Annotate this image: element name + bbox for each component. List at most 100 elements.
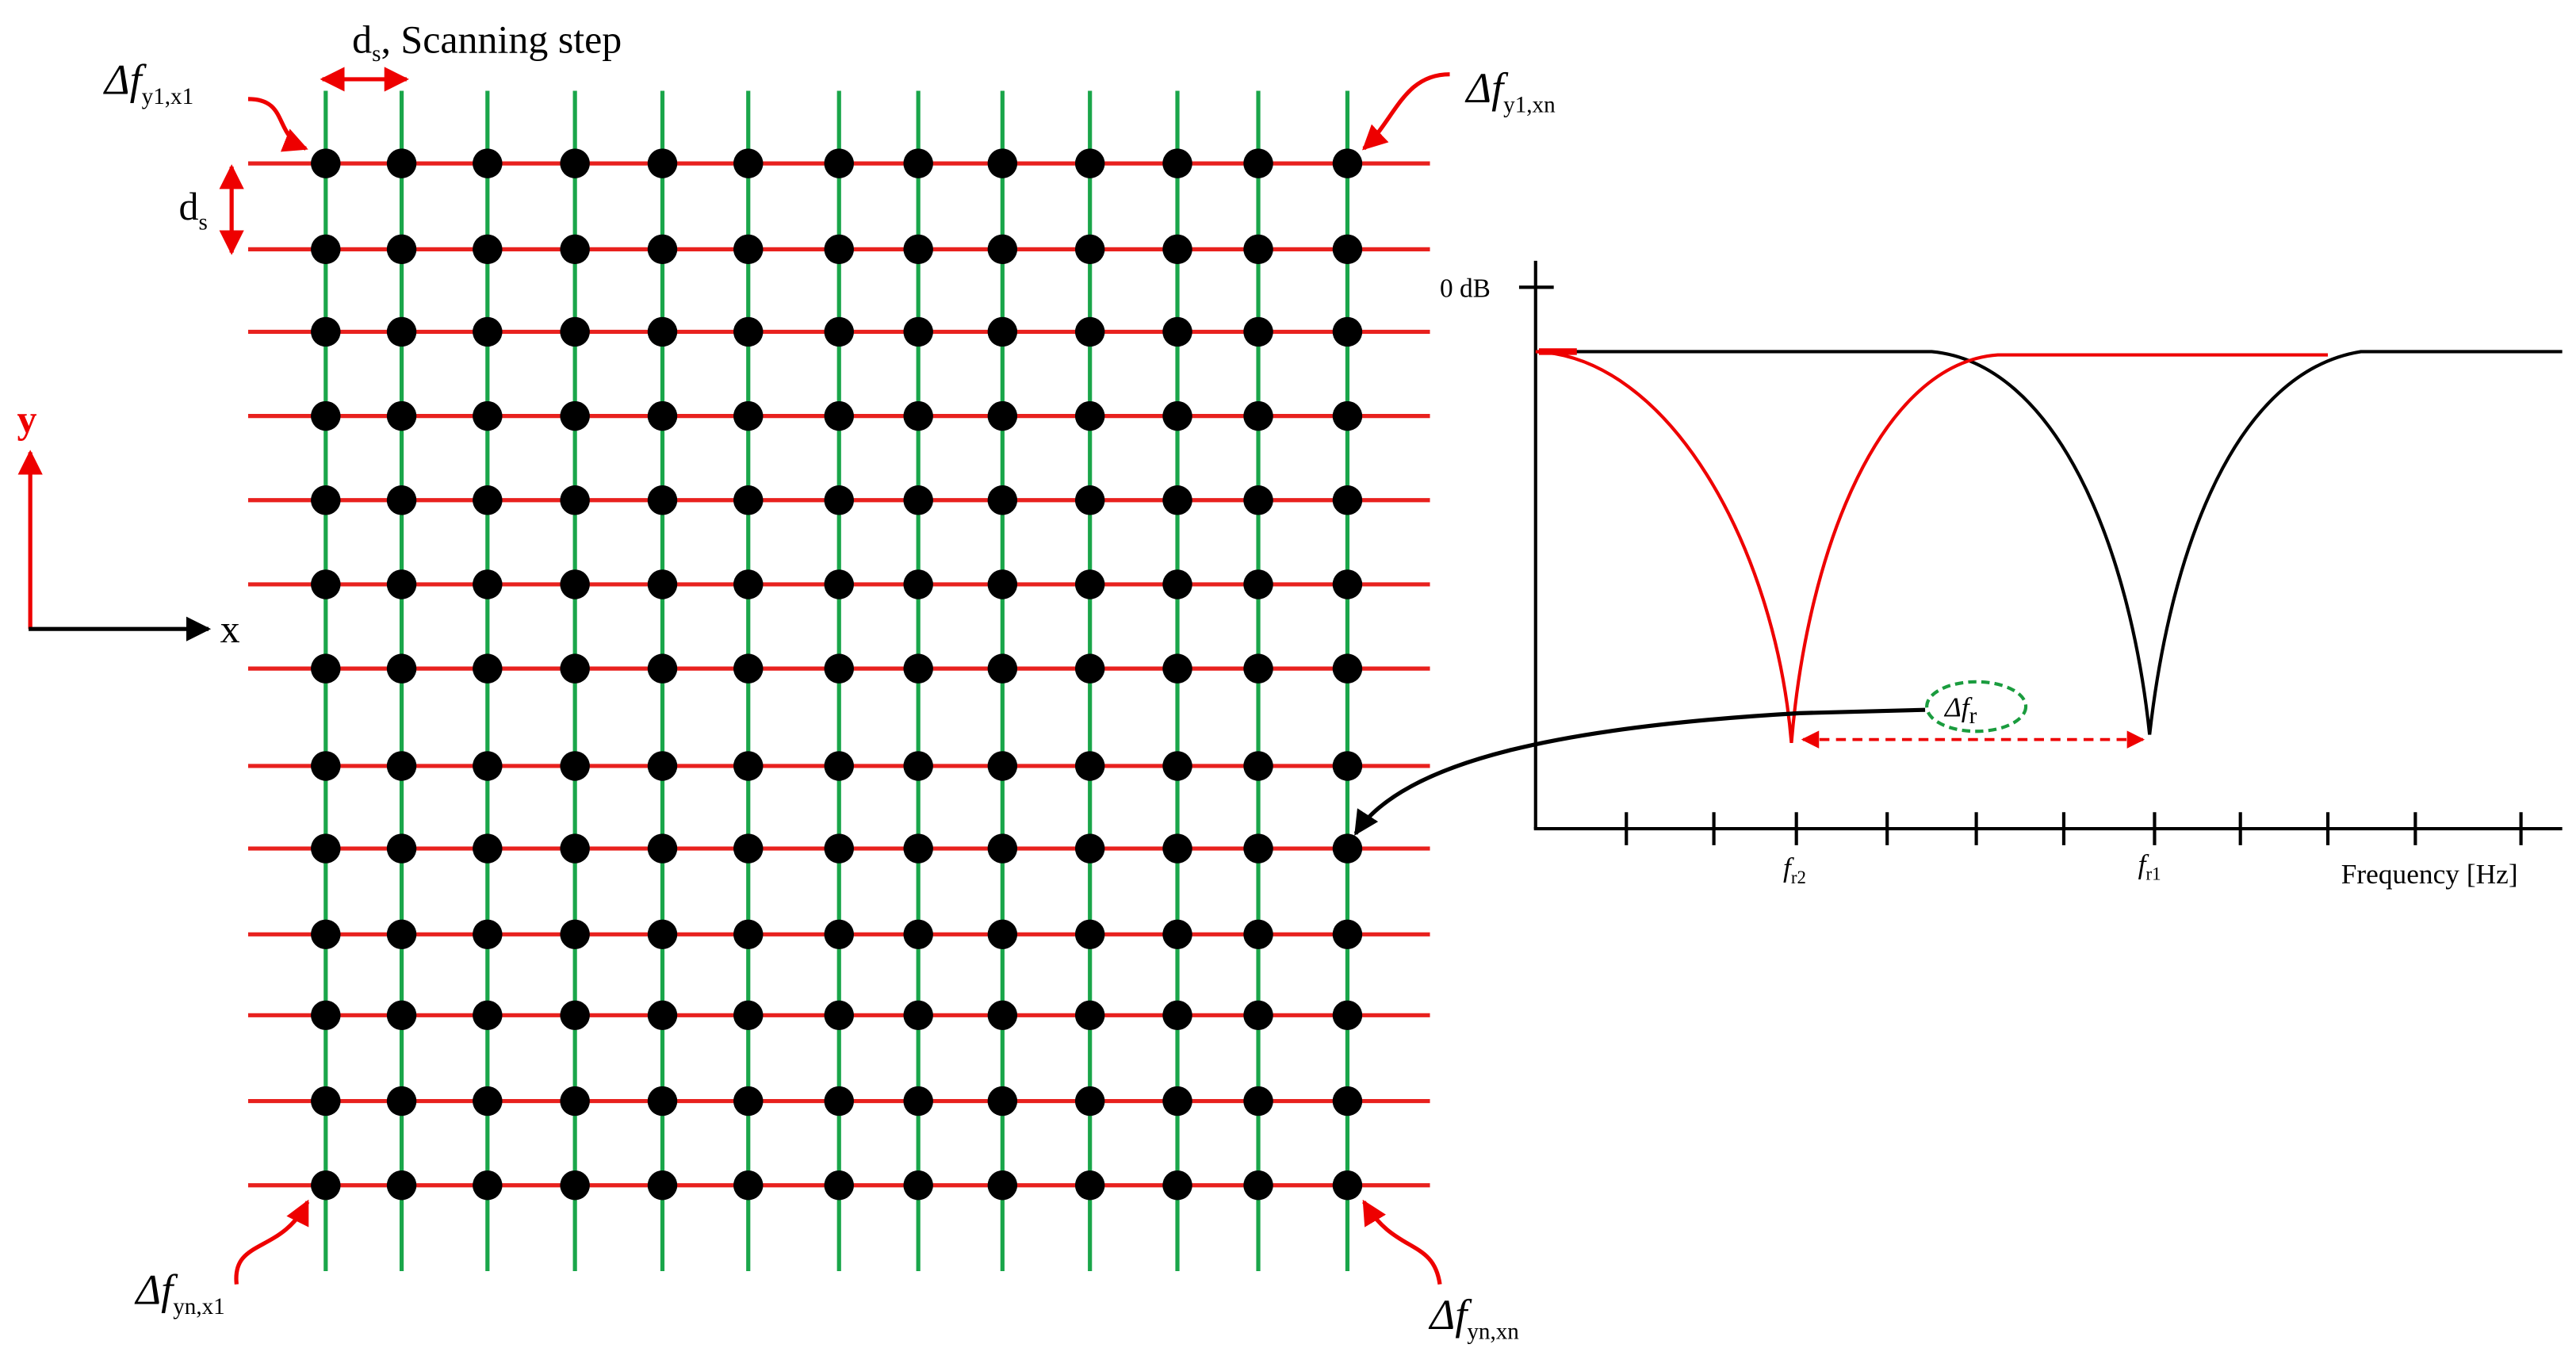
corner-arrow bbox=[1362, 1199, 1442, 1285]
scan-point bbox=[903, 400, 933, 431]
scan-point bbox=[647, 148, 678, 178]
scan-point bbox=[311, 1170, 341, 1201]
scan-point bbox=[733, 569, 764, 599]
scan-point bbox=[903, 148, 933, 178]
scan-point bbox=[473, 485, 503, 515]
scan-point bbox=[311, 485, 341, 515]
scan-point bbox=[386, 919, 417, 950]
scan-point bbox=[560, 400, 590, 431]
scan-point bbox=[473, 919, 503, 950]
scan-point bbox=[1074, 1086, 1105, 1116]
scan-point bbox=[647, 400, 678, 431]
scan-point bbox=[733, 400, 764, 431]
scan-point bbox=[473, 316, 503, 347]
scan-point bbox=[824, 1000, 854, 1031]
scan-point bbox=[733, 653, 764, 684]
scan-point bbox=[1162, 400, 1192, 431]
corner-arrow bbox=[1361, 72, 1450, 151]
scan-point bbox=[311, 1086, 341, 1116]
scan-point bbox=[1074, 653, 1105, 684]
freq-ticks bbox=[1625, 812, 2523, 845]
scan-point bbox=[1332, 148, 1363, 178]
scan-point bbox=[647, 919, 678, 950]
scan-point bbox=[987, 833, 1018, 864]
scan-point bbox=[733, 148, 764, 178]
scan-point bbox=[987, 1086, 1018, 1116]
scan-point bbox=[824, 569, 854, 599]
scan-point bbox=[903, 1000, 933, 1031]
scan-point bbox=[311, 751, 341, 781]
shift-label: Δfr bbox=[1943, 691, 1977, 729]
scan-point bbox=[473, 1170, 503, 1201]
scan-point bbox=[733, 485, 764, 515]
scan-point bbox=[733, 751, 764, 781]
scan-point bbox=[1162, 751, 1192, 781]
scan-point bbox=[560, 751, 590, 781]
scan-point bbox=[733, 833, 764, 864]
scan-point bbox=[1332, 833, 1363, 864]
scan-point bbox=[1243, 1086, 1273, 1116]
scan-point bbox=[1162, 653, 1192, 684]
scan-point bbox=[903, 751, 933, 781]
scan-point bbox=[1243, 400, 1273, 431]
scan-point bbox=[386, 569, 417, 599]
scan-point bbox=[1332, 1170, 1363, 1201]
scan-point bbox=[386, 316, 417, 347]
scan-point bbox=[1243, 919, 1273, 950]
scan-point bbox=[1332, 1000, 1363, 1031]
scan-point bbox=[824, 400, 854, 431]
scan-point bbox=[1243, 485, 1273, 515]
scan-point bbox=[647, 653, 678, 684]
shift-ellipse bbox=[1925, 680, 2028, 733]
scan-point bbox=[1332, 1086, 1363, 1116]
scan-point bbox=[733, 1000, 764, 1031]
scan-point bbox=[1162, 569, 1192, 599]
scan-point bbox=[311, 833, 341, 864]
scan-point bbox=[824, 1170, 854, 1201]
link-arrow bbox=[1353, 707, 1926, 836]
scan-point bbox=[1162, 919, 1192, 950]
scan-point bbox=[824, 919, 854, 950]
scan-point bbox=[647, 569, 678, 599]
scan-point bbox=[560, 653, 590, 684]
scan-point bbox=[1243, 653, 1273, 684]
scan-point bbox=[903, 833, 933, 864]
scan-point bbox=[473, 148, 503, 178]
scan-point bbox=[903, 569, 933, 599]
scan-point bbox=[824, 316, 854, 347]
scan-point bbox=[311, 653, 341, 684]
scan-point bbox=[560, 569, 590, 599]
scan-point bbox=[560, 148, 590, 178]
scan-point bbox=[1243, 751, 1273, 781]
scan-step-label: ds, Scanning step bbox=[352, 17, 622, 67]
scan-point bbox=[1074, 1170, 1105, 1201]
scan-point bbox=[386, 833, 417, 864]
scan-point bbox=[1162, 148, 1192, 178]
scan-point bbox=[311, 234, 341, 265]
scan-point bbox=[311, 1000, 341, 1031]
x-axis-label: x bbox=[220, 607, 240, 651]
scan-point bbox=[1243, 316, 1273, 347]
scan-point bbox=[647, 316, 678, 347]
scan-point bbox=[1074, 919, 1105, 950]
scan-point bbox=[647, 485, 678, 515]
scan-point bbox=[473, 751, 503, 781]
scan-point bbox=[733, 919, 764, 950]
scan-point bbox=[1243, 1170, 1273, 1201]
scan-point bbox=[1332, 751, 1363, 781]
scan-point bbox=[560, 316, 590, 347]
scan-point bbox=[903, 1086, 933, 1116]
scan-point bbox=[311, 569, 341, 599]
scan-point bbox=[1074, 234, 1105, 265]
scan-point bbox=[1162, 833, 1192, 864]
scan-point bbox=[1074, 485, 1105, 515]
scan-point bbox=[1162, 1000, 1192, 1031]
scan-point bbox=[824, 234, 854, 265]
scan-point bbox=[987, 485, 1018, 515]
scan-point bbox=[311, 316, 341, 347]
scan-point bbox=[987, 569, 1018, 599]
scan-point bbox=[1332, 400, 1363, 431]
scan-point bbox=[1332, 653, 1363, 684]
